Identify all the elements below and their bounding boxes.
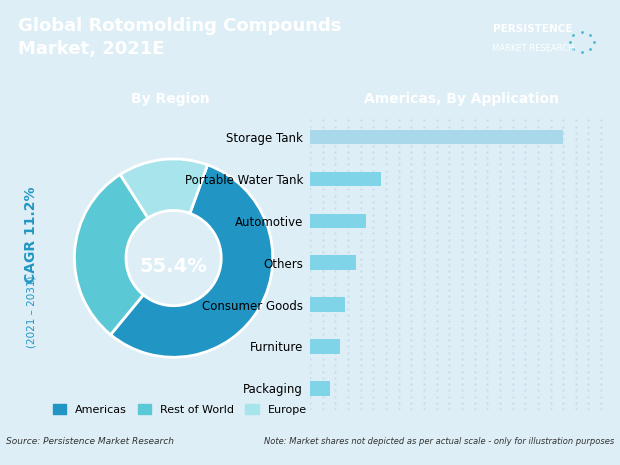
Bar <box>310 339 340 354</box>
Text: (2021 – 2031): (2021 – 2031) <box>26 275 36 348</box>
Text: MARKET RESEARCH: MARKET RESEARCH <box>492 44 574 53</box>
Text: CAGR 11.2%: CAGR 11.2% <box>24 186 38 283</box>
Text: 55.4%: 55.4% <box>140 257 208 275</box>
Bar <box>310 255 356 270</box>
Text: Global Rotomolding Compounds
Market, 2021E: Global Rotomolding Compounds Market, 202… <box>18 17 341 59</box>
Wedge shape <box>110 165 273 357</box>
Text: PERSISTENCE: PERSISTENCE <box>494 24 573 34</box>
Legend: Americas, Rest of World, Europe: Americas, Rest of World, Europe <box>48 399 311 419</box>
Text: By Region: By Region <box>131 92 210 106</box>
Bar <box>310 213 366 228</box>
Text: Americas, By Application: Americas, By Application <box>365 92 559 106</box>
Text: Note: Market shares not depicted as per actual scale - only for illustration pur: Note: Market shares not depicted as per … <box>264 438 614 446</box>
Bar <box>310 297 345 312</box>
Bar <box>310 130 563 145</box>
Bar <box>310 381 330 396</box>
Text: Source: Persistence Market Research: Source: Persistence Market Research <box>6 438 174 446</box>
Bar <box>310 172 381 186</box>
Wedge shape <box>120 159 208 218</box>
Wedge shape <box>74 174 148 335</box>
